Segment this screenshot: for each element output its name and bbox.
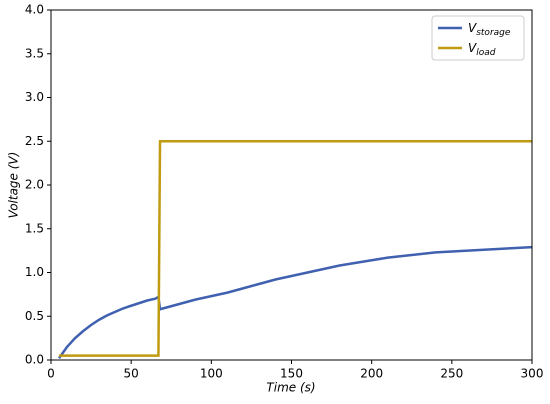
plot-frame <box>50 9 533 361</box>
x-tick-label: 0 <box>47 367 55 381</box>
x-tick-label: 150 <box>280 367 303 381</box>
y-tick-label: 0.5 <box>25 309 44 323</box>
x-axis-title: Time (s) <box>266 381 315 395</box>
y-tick-label: 4.0 <box>25 3 44 17</box>
x-tick-label: 200 <box>360 367 383 381</box>
legend-label: Vstorage <box>468 21 511 38</box>
x-tick-label: 250 <box>440 367 463 381</box>
y-tick-label: 2.5 <box>25 134 44 148</box>
x-tick-label: 300 <box>521 367 544 381</box>
x-tick-label: 50 <box>124 367 139 381</box>
y-tick-label: 3.5 <box>25 46 44 60</box>
legend-label: Vload <box>468 41 496 58</box>
y-tick-label: 1.5 <box>25 221 44 235</box>
y-axis-title: Voltage (V) <box>7 152 21 219</box>
y-tick-label: 1.0 <box>25 265 44 279</box>
y-tick-label: 0.0 <box>25 353 44 367</box>
y-tick-label: 3.0 <box>25 90 44 104</box>
x-tick-label: 100 <box>200 367 223 381</box>
y-tick-label: 2.0 <box>25 178 44 192</box>
series-line <box>59 140 532 357</box>
series-line <box>57 245 533 359</box>
